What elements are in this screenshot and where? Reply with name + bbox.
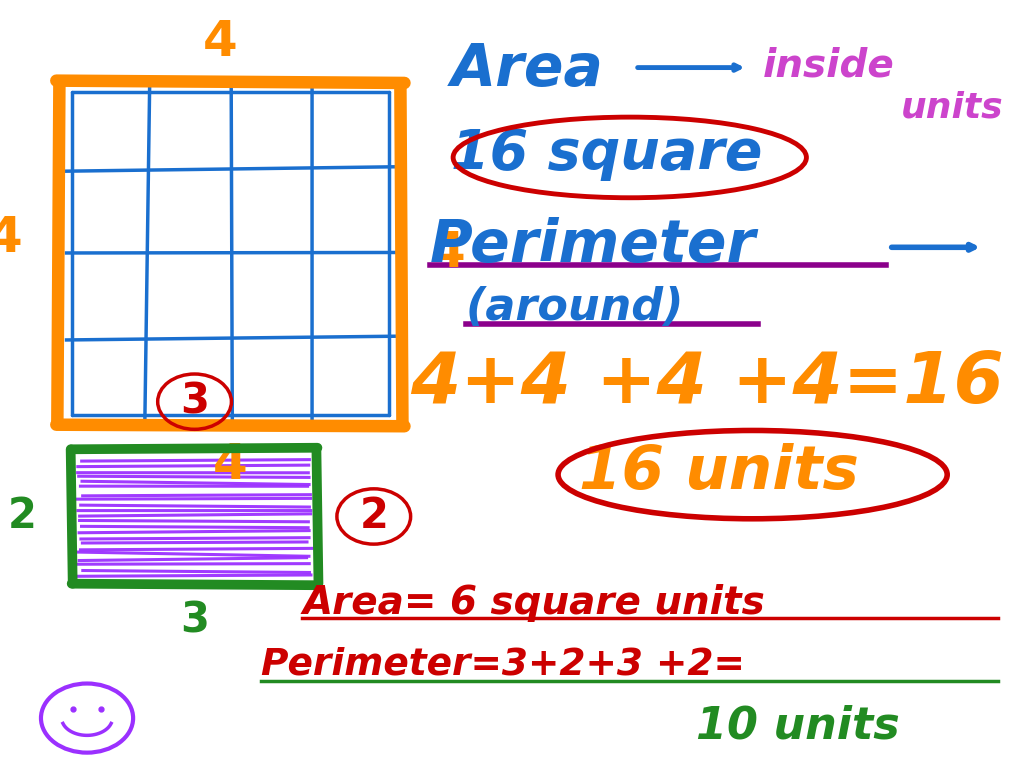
Text: 4: 4 — [0, 214, 23, 262]
Text: 16 square: 16 square — [451, 127, 762, 180]
Text: 2: 2 — [359, 495, 388, 538]
Text: 16 units: 16 units — [579, 443, 858, 502]
Text: inside: inside — [763, 46, 895, 84]
Text: 10 units: 10 units — [696, 704, 900, 747]
Text: Perimeter=3+2+3 +2=: Perimeter=3+2+3 +2= — [261, 647, 745, 682]
Text: 4: 4 — [431, 230, 466, 277]
Text: 3: 3 — [180, 600, 209, 641]
Text: 4: 4 — [213, 441, 248, 488]
Text: Area= 6 square units: Area= 6 square units — [302, 584, 765, 622]
Text: 4+4 +4 +4=16: 4+4 +4 +4=16 — [410, 349, 1004, 419]
Text: 2: 2 — [8, 495, 37, 538]
Text: Area: Area — [451, 41, 603, 98]
Text: (around): (around) — [466, 286, 684, 329]
Text: units: units — [901, 91, 1004, 124]
Text: 4: 4 — [203, 18, 238, 66]
Text: Perimeter: Perimeter — [430, 217, 757, 274]
Text: 3: 3 — [180, 381, 209, 422]
